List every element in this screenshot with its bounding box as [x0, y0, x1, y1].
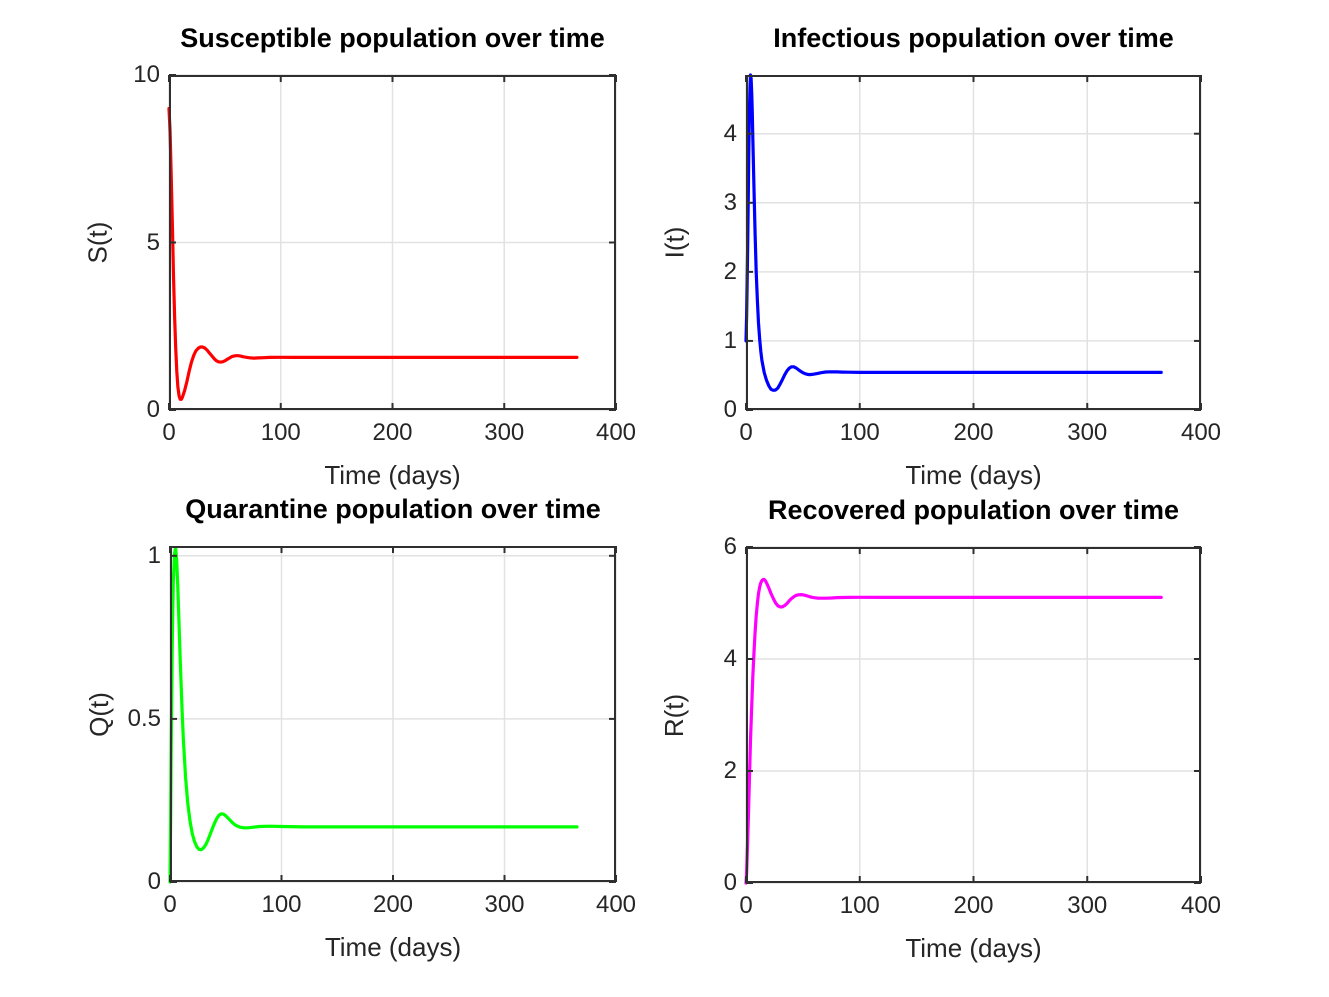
x-tick-label: 0: [163, 891, 177, 918]
x-tick-label: 300: [484, 419, 525, 446]
y-tick-label: 3: [723, 188, 737, 216]
plot-title-quarantine: Quarantine population over time: [185, 494, 601, 524]
x-tick-label: 0: [739, 419, 753, 446]
x-tick-label: 0: [739, 892, 753, 919]
x-tick-label: 200: [953, 419, 994, 446]
x-tick-label: 400: [595, 891, 637, 918]
subplot-infectious: Infectious population over time I(t) Tim…: [659, 23, 1221, 490]
x-tick-label: 100: [839, 892, 880, 919]
x-tick-label: 100: [261, 891, 302, 918]
x-tick-label: 400: [1180, 892, 1222, 919]
y-tick-label: 10: [133, 61, 160, 88]
y-tick-label: 1: [147, 541, 161, 569]
y-tick-label: 1: [723, 326, 737, 354]
series-line-susceptible: [167, 106, 579, 401]
x-tick-label: 400: [1180, 419, 1222, 446]
plot-title-susceptible: Susceptible population over time: [180, 23, 605, 53]
y-axis-label-recovered: R(t): [659, 693, 690, 737]
series-line-quarantine: [168, 546, 579, 884]
x-tick-label: 300: [1067, 419, 1108, 446]
y-tick-label: 0: [147, 868, 161, 895]
subplot-quarantine: Quarantine population over time Q(t) Tim…: [84, 494, 637, 962]
series-line-infectious: [744, 73, 1163, 392]
x-tick-label: 200: [372, 419, 413, 446]
y-axis-label-wrap: R(t): [658, 547, 692, 883]
y-tick-label: 5: [146, 228, 160, 256]
y-tick-label: 6: [723, 533, 737, 560]
x-axis-label-susceptible: Time (days): [324, 460, 461, 490]
subplot-susceptible: Susceptible population over time S(t) Ti…: [83, 23, 637, 490]
x-tick-label: 100: [839, 419, 880, 446]
y-tick-label: 0: [723, 396, 737, 423]
x-tick-label: 200: [372, 891, 414, 918]
x-tick-label: 300: [484, 891, 525, 918]
x-tick-label: 300: [1067, 892, 1108, 919]
y-tick-label: 4: [723, 645, 737, 672]
plot-title-recovered: Recovered population over time: [767, 495, 1180, 525]
x-tick-label: 200: [953, 892, 994, 919]
recovered-plot-area: [744, 546, 1202, 885]
plot-title-infectious: Infectious population over time: [773, 23, 1174, 53]
quarantine-plot-area: [168, 546, 617, 884]
x-axis-label-recovered: Time (days): [905, 933, 1042, 963]
y-tick-label: 2: [723, 757, 737, 784]
susceptible-plot-area: [167, 74, 617, 411]
y-tick-label: 0.5: [127, 704, 161, 732]
subplot-recovered: Recovered population over time R(t) Time…: [660, 495, 1222, 963]
x-tick-label: 100: [260, 419, 301, 446]
series-line-recovered: [744, 577, 1163, 885]
y-tick-label: 0: [146, 396, 160, 423]
x-tick-label: 400: [595, 419, 637, 446]
x-axis-label-infectious: Time (days): [905, 460, 1042, 490]
x-axis-label-quarantine: Time (days): [324, 932, 462, 962]
infectious-plot-area: [744, 73, 1202, 411]
y-tick-label: 0: [723, 869, 737, 896]
y-tick-label: 4: [723, 119, 737, 147]
x-tick-label: 0: [162, 419, 176, 446]
y-tick-label: 2: [723, 257, 737, 285]
y-axis-label-infectious: I(t): [659, 226, 690, 259]
